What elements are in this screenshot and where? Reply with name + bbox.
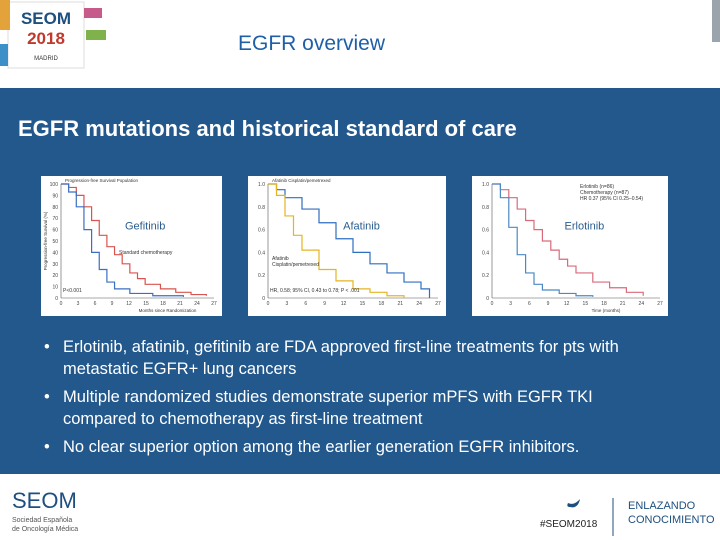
logo-city: MADRID (34, 56, 58, 62)
figure-label: Erlotinib (565, 221, 605, 233)
figure-note: P<0.001 (63, 288, 82, 294)
x-tick-label: 27 (657, 301, 663, 307)
y-tick-label: 0.8 (482, 205, 489, 211)
x-tick-label: 3 (509, 301, 512, 307)
y-tick-label: 0 (55, 296, 58, 302)
footer-logo: SEOM (12, 488, 77, 513)
x-tick-label: 0 (60, 301, 63, 307)
y-tick-label: 10 (52, 285, 58, 291)
org-line: Sociedad Española (12, 517, 72, 524)
x-tick-label: 27 (435, 301, 441, 307)
y-tick-label: 0.6 (258, 228, 265, 234)
figure-note: Cisplatin/pemetrexed (272, 262, 319, 268)
y-tick-label: 90 (52, 193, 58, 199)
org-line: de Oncología Médica (12, 526, 78, 533)
x-tick-label: 3 (77, 301, 80, 307)
y-axis-label: Progression-free Survival (%) (43, 211, 48, 270)
x-tick-label: 0 (267, 301, 270, 307)
x-tick-label: 3 (285, 301, 288, 307)
y-tick-label: 100 (50, 182, 59, 188)
x-axis-label: Time (months) (592, 308, 621, 313)
x-tick-label: 18 (601, 301, 607, 307)
survival-curve (61, 183, 207, 296)
x-tick-label: 27 (211, 301, 217, 307)
x-tick-label: 9 (111, 301, 114, 307)
figure-note: HR 0.37 (95% CI 0.25–0.54) (580, 196, 643, 202)
y-tick-label: 1.0 (258, 182, 265, 188)
x-tick-label: 12 (341, 301, 347, 307)
bullet: Erlotinib, afatinib, gefitinib are FDA a… (44, 336, 654, 380)
y-tick-label: 0.2 (258, 273, 265, 279)
x-tick-label: 24 (194, 301, 200, 307)
x-axis-label: Months since Randomization (139, 308, 197, 313)
figure-note: Erlotinib (n=86) (580, 184, 614, 190)
y-tick-label: 70 (52, 216, 58, 222)
y-tick-label: 20 (52, 273, 58, 279)
slide-title: EGFR overview (238, 32, 386, 55)
bullet-list: Erlotinib, afatinib, gefitinib are FDA a… (44, 336, 654, 464)
x-tick-label: 24 (416, 301, 422, 307)
figure-box (41, 176, 222, 316)
tagline: ENLAZANDO (628, 500, 696, 512)
y-tick-label: 80 (52, 205, 58, 211)
figure-note: Afatinib (272, 256, 289, 262)
y-tick-label: 0.2 (482, 273, 489, 279)
y-tick-label: 0 (262, 296, 265, 302)
event-logo: SEOM 2018 MADRID (0, 0, 106, 69)
y-tick-label: 50 (52, 239, 58, 245)
x-tick-label: 6 (304, 301, 307, 307)
survival-curve (61, 183, 184, 297)
y-tick-label: 1.0 (482, 182, 489, 188)
x-tick-label: 24 (639, 301, 645, 307)
y-tick-label: 40 (52, 250, 58, 256)
figure-note: Standard chemotherapy (119, 250, 173, 256)
x-tick-label: 18 (160, 301, 166, 307)
x-tick-label: 6 (94, 301, 97, 307)
figure-note: HR, 0.58; 95% CI, 0.43 to 0.78; P < .001 (270, 288, 360, 294)
figure-title: Afatinib Cisplatin/pemetrexed (272, 178, 331, 183)
y-tick-label: 60 (52, 228, 58, 234)
hashtag: #SEOM2018 (540, 519, 598, 530)
survival-curve (268, 183, 405, 298)
bullet: Multiple randomized studies demonstrate … (44, 386, 654, 430)
x-tick-label: 21 (620, 301, 626, 307)
tagline: CONOCIMIENTO (628, 514, 715, 526)
x-tick-label: 0 (491, 301, 494, 307)
y-tick-label: 0.6 (482, 228, 489, 234)
figure-note: Chemotherapy (n=87) (580, 190, 629, 196)
x-tick-label: 21 (177, 301, 183, 307)
logo-name: SEOM (21, 9, 71, 28)
twitter-icon (567, 499, 580, 508)
x-tick-label: 21 (397, 301, 403, 307)
edge-bar (712, 0, 720, 42)
x-tick-label: 6 (528, 301, 531, 307)
x-tick-label: 15 (143, 301, 149, 307)
x-tick-label: 15 (583, 301, 589, 307)
y-tick-label: 0.4 (258, 250, 265, 256)
y-tick-label: 30 (52, 262, 58, 268)
x-tick-label: 9 (323, 301, 326, 307)
x-tick-label: 15 (360, 301, 366, 307)
figure-box (248, 176, 446, 316)
heading: EGFR mutations and historical standard o… (18, 116, 517, 141)
survival-curve (492, 183, 644, 296)
survival-curve (492, 183, 594, 297)
figure-title: Progression-free Survival Population (65, 178, 139, 183)
y-tick-label: 0.8 (258, 205, 265, 211)
figure-label: Afatinib (343, 221, 380, 233)
figure-label: Gefitinib (125, 221, 165, 233)
logo-year: 2018 (27, 29, 65, 48)
y-tick-label: 0.4 (482, 250, 489, 256)
x-tick-label: 12 (126, 301, 132, 307)
footer: SEOM Sociedad Española de Oncología Médi… (12, 488, 715, 536)
y-tick-label: 0 (486, 296, 489, 302)
bullet: No clear superior option among the earli… (44, 436, 654, 458)
x-tick-label: 18 (379, 301, 385, 307)
x-tick-label: 9 (547, 301, 550, 307)
x-tick-label: 12 (564, 301, 570, 307)
